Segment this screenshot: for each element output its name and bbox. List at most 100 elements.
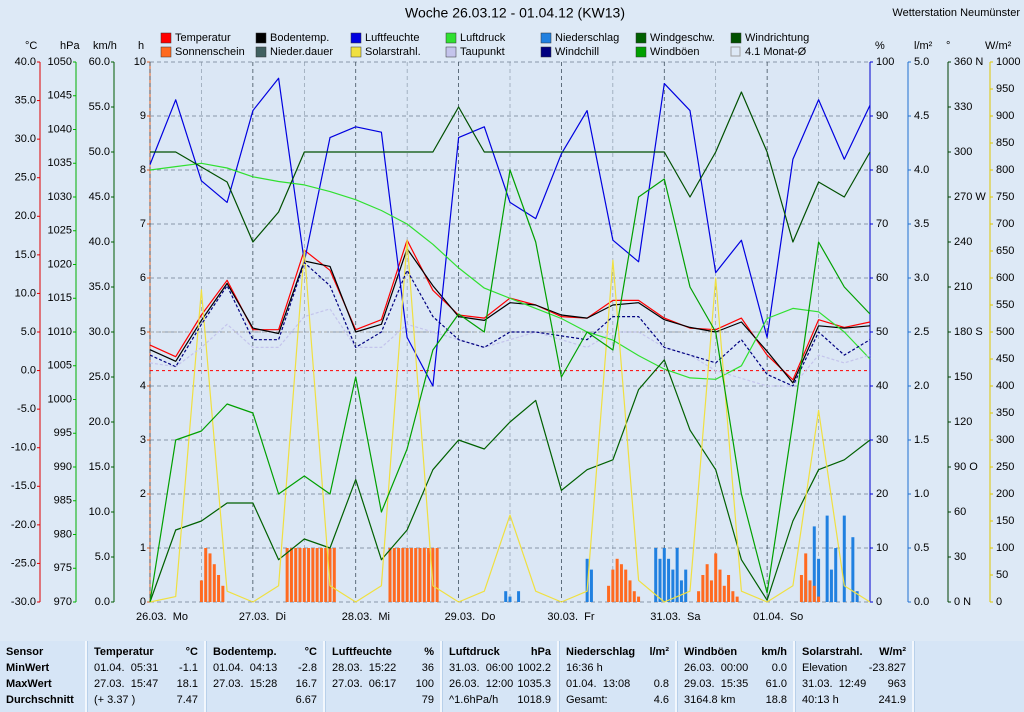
bar [812, 526, 816, 602]
column-header: Luftdruck hPa [449, 645, 551, 660]
cell-text: 27.03. 06:17 [332, 678, 397, 690]
bar [199, 580, 203, 602]
bar [405, 548, 409, 602]
tick-label: 20.0 [15, 210, 36, 222]
bar [675, 548, 679, 602]
series-line [149, 169, 871, 603]
bar [679, 580, 683, 602]
table-column: Solarstrahl. W/m² Elevation -23.827 31.03. 1… [796, 641, 914, 712]
x-tick-label: 26.03. Mo [136, 611, 188, 623]
cell-value: 18.1 [176, 678, 198, 690]
tick-label: 1050 [48, 56, 72, 68]
tick-label: 50 [996, 569, 1008, 581]
tick-label: 60 [954, 506, 966, 518]
column-name: Windböen [684, 646, 738, 658]
bar [817, 596, 821, 602]
tick-label: 400 [996, 380, 1014, 392]
table-cell: 31.03. 06:00 1002.2 [449, 661, 551, 676]
bar [825, 515, 829, 602]
tick-label: 0 [876, 596, 882, 608]
x-tick-label: 29.03. Do [445, 611, 496, 623]
legend-label: Solarstrahl. [365, 46, 421, 58]
column-header: Luftfeuchte% [332, 645, 434, 660]
tick-label: 1040 [48, 123, 72, 135]
bar [709, 580, 713, 602]
legend-swatch [445, 46, 457, 58]
column-header: Temperatur °C [94, 645, 198, 660]
tick-label: -10.0 [11, 442, 36, 454]
bar [422, 548, 426, 602]
legend-label: Luftfeuchte [365, 32, 419, 44]
tick-label: 0 [996, 596, 1002, 608]
legend-label: Nieder.dauer [270, 46, 333, 58]
bar [427, 548, 431, 602]
tick-label: 750 [996, 191, 1014, 203]
cell-value: -23.827 [868, 662, 906, 674]
tick-label: 650 [996, 245, 1014, 257]
table-column: Sensor MinWert MaxWert Durchschnitt [0, 641, 87, 712]
legend-label: Windgeschw. [650, 32, 715, 44]
tick-label: 0.5 [914, 542, 929, 554]
legend-swatch [160, 46, 172, 58]
table-cell: Gesamt: 4.6 [566, 693, 669, 708]
tick-label: 10 [134, 56, 146, 68]
tick-label: 700 [996, 218, 1014, 230]
tick-label: 1020 [48, 258, 72, 270]
cell-text: 40:13 h [802, 694, 839, 706]
legend-label: Niederschlag [555, 32, 619, 44]
legend-label: Windrichtung [745, 32, 809, 44]
bar [851, 537, 855, 602]
bar [829, 569, 833, 602]
bar [671, 569, 675, 602]
tick-label: 70 [876, 218, 888, 230]
bar [834, 548, 838, 602]
x-tick-label: 30.03. Fr [547, 611, 594, 623]
cell-text: 3164.8 km [684, 694, 736, 706]
tick-label: 30.0 [89, 326, 110, 338]
bar [731, 591, 735, 602]
series-line [149, 77, 871, 387]
legend-swatch [635, 46, 647, 58]
column-name: Luftfeuchte [332, 646, 392, 658]
bar [701, 575, 705, 602]
bar [654, 548, 658, 602]
bar [632, 591, 636, 602]
cell-value: 1002.2 [517, 662, 551, 674]
bar [409, 548, 413, 602]
bar [718, 569, 722, 602]
bar [667, 558, 671, 602]
tick-label: 35.0 [15, 94, 36, 106]
tick-label: -5.0 [17, 403, 36, 415]
bar [607, 585, 611, 602]
cell-value: 0.0 [771, 662, 787, 674]
tick-label: 850 [996, 137, 1014, 149]
tick-label: 100 [876, 56, 894, 68]
tick-label: -15.0 [11, 480, 36, 492]
table-cell: ^1.6hPa/h 1018.9 [449, 693, 551, 708]
x-tick-label: 28.03. Mi [342, 611, 390, 623]
cell-value: 241.9 [878, 694, 906, 706]
tick-label: 120 [954, 416, 972, 428]
table-cell: 40:13 h 241.9 [802, 693, 906, 708]
table-filler [915, 641, 1024, 712]
tick-label: 90 O [954, 461, 978, 473]
table-row: MinWert [6, 661, 79, 676]
tick-label: 1000 [996, 56, 1020, 68]
tick-label: 25.0 [15, 172, 36, 184]
tick-label: 600 [996, 272, 1014, 284]
table-cell: 79 [332, 693, 434, 708]
cell-text: 01.04. 13:08 [566, 678, 631, 690]
tick-label: 35.0 [89, 281, 110, 293]
legend-swatch [160, 32, 172, 44]
tick-label: 30 [954, 551, 966, 563]
x-tick-label: 31.03. Sa [650, 611, 701, 623]
bar [855, 591, 859, 602]
tick-label: 1000 [48, 393, 72, 405]
cell-value: 1018.9 [517, 694, 551, 706]
tick-label: 100 [996, 542, 1014, 554]
legend-swatch [540, 32, 552, 44]
tick-label: 0.0 [95, 596, 110, 608]
legend-label: Windböen [650, 46, 700, 58]
tick-label: 900 [996, 110, 1014, 122]
column-unit: °C [304, 646, 317, 658]
